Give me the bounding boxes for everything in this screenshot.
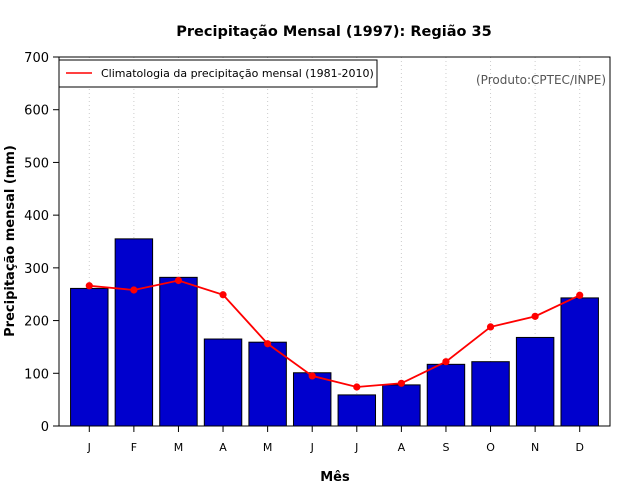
climatology-point [174, 276, 183, 285]
bar [292, 372, 332, 427]
x-tick-label: S [442, 441, 449, 454]
y-tick-label: 200 [24, 315, 49, 330]
bar [70, 287, 109, 427]
x-tick-label: J [354, 441, 358, 454]
climatology-point [308, 372, 316, 380]
bar [248, 341, 287, 427]
plot-frame [58, 56, 611, 427]
climatology-point [219, 291, 227, 299]
x-tick-label: M [174, 441, 184, 454]
climatology-point [576, 291, 584, 299]
climatology-point [442, 358, 450, 366]
x-tick-label: O [486, 441, 495, 454]
y-axis: 0 100 200 300 400 500 600 700 [24, 51, 59, 435]
climatology-line-series [85, 276, 584, 391]
climatology-point [85, 282, 93, 290]
y-tick-label: 600 [24, 104, 49, 119]
bar [337, 394, 377, 427]
bar [560, 297, 599, 427]
chart-title: Precipitação Mensal (1997): Região 35 [176, 24, 491, 40]
x-tick-label: J [310, 441, 314, 454]
x-tick-label: D [575, 441, 583, 454]
y-tick-label: 100 [24, 367, 49, 382]
x-tick-label: A [398, 441, 406, 454]
x-tick-label: J [87, 441, 91, 454]
x-tick-label: F [131, 441, 137, 454]
x-tick-label: M [263, 441, 273, 454]
climatology-point [531, 312, 539, 320]
climatology-point [397, 379, 405, 387]
climatology-point [353, 383, 361, 391]
climatology-point [264, 340, 272, 348]
product-credit: (Produto:CPTEC/INPE) [476, 73, 606, 87]
bar [515, 336, 555, 427]
legend-box [58, 59, 378, 88]
bar [471, 361, 510, 427]
y-tick-label: 300 [24, 262, 49, 277]
bar [114, 238, 154, 427]
y-tick-label: 500 [24, 156, 49, 171]
legend-entry-climatology: Climatologia da precipitação mensal (198… [101, 67, 374, 80]
x-axis-label: Mês [320, 470, 350, 485]
y-axis-label: Precipitação mensal (mm) [3, 145, 18, 337]
bar-series [70, 238, 599, 427]
y-tick-label: 700 [24, 51, 49, 66]
climatology-point [130, 286, 138, 294]
y-tick-label: 400 [24, 209, 49, 224]
climatology-line [89, 279, 581, 388]
bar [426, 363, 466, 427]
x-tick-label: A [219, 441, 227, 454]
bar [159, 276, 198, 427]
bar [203, 338, 243, 427]
x-tick-label: N [531, 441, 539, 454]
climatology-point [486, 323, 495, 331]
y-tick-label: 0 [41, 420, 49, 435]
bar [382, 384, 421, 427]
legend: Climatologia da precipitação mensal (198… [58, 59, 378, 88]
